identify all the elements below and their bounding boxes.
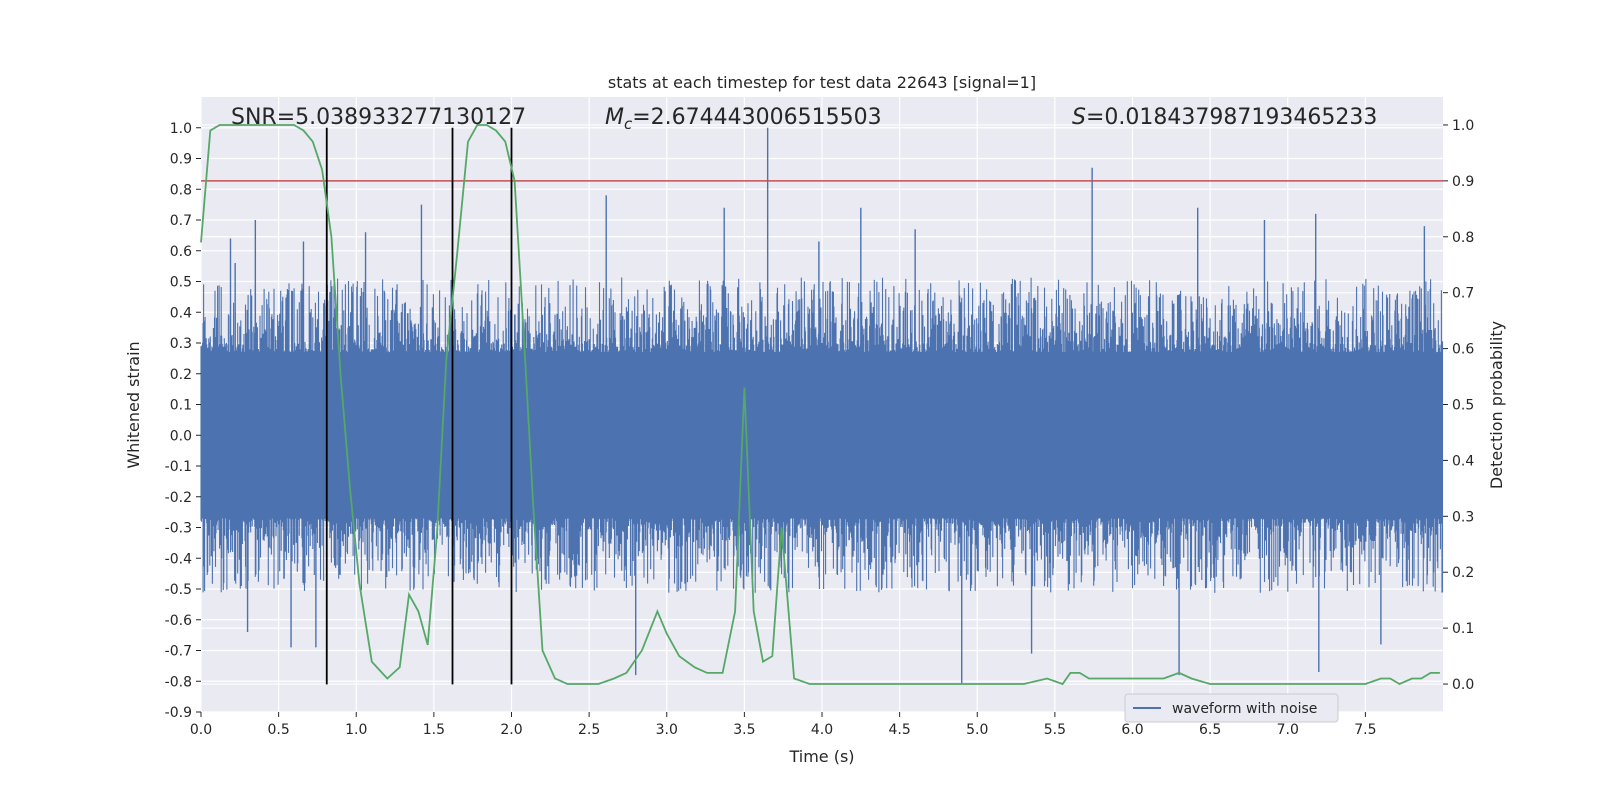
x-tick-label: 6.5 xyxy=(1199,722,1221,738)
y-left-tick-label: -0.4 xyxy=(165,551,192,567)
y-axis-left-label: Whitened strain xyxy=(124,341,143,468)
y-left-tick-label: -0.5 xyxy=(165,582,192,598)
y-axis-left-ticks: 1.0 0.9 0.8 0.7 0.6 0.5 0.4 0.3 0.2 0.1 0.0 -0.1 -0.… xyxy=(165,121,201,721)
chart-title: stats at each timestep for test data 226… xyxy=(608,73,1036,92)
annotation-chirp-mass-symbol: M xyxy=(605,105,624,130)
y-axis-right-ticks: 1.0 0.9 0.8 0.7 0.6 0.5 0.4 0.3 0.2 0.1 0.0 xyxy=(1443,118,1474,693)
annotation-s-value: =0.018437987193465233 xyxy=(1086,105,1377,130)
annotation-chirp-mass-subscript: c xyxy=(624,115,633,133)
y-left-tick-label: -0.1 xyxy=(165,459,192,475)
x-tick-label: 5.0 xyxy=(966,722,988,738)
y-left-tick-label: 0.1 xyxy=(170,398,192,414)
x-tick-label: 2.5 xyxy=(578,722,600,738)
y-right-tick-label: 0.6 xyxy=(1452,342,1474,358)
y-left-tick-label: 0.2 xyxy=(170,367,192,383)
y-right-tick-label: 1.0 xyxy=(1452,118,1474,134)
probability-line xyxy=(200,124,1440,686)
y-left-tick-label: 0.0 xyxy=(170,428,192,444)
y-right-tick-label: 0.0 xyxy=(1452,677,1474,693)
probability-series xyxy=(200,124,1440,686)
x-tick-label: 7.5 xyxy=(1354,722,1376,738)
y-left-tick-label: 0.5 xyxy=(170,275,192,291)
legend: waveform with noise xyxy=(1124,693,1339,723)
y-right-tick-label: 0.8 xyxy=(1452,230,1474,246)
annotation-chirp-mass-value: =2.674443006515503 xyxy=(632,105,881,130)
y-left-tick-label: 0.6 xyxy=(170,244,192,260)
y-right-tick-label: 0.2 xyxy=(1452,565,1474,581)
x-tick-label: 6.0 xyxy=(1121,722,1143,738)
x-axis-label: Time (s) xyxy=(788,747,854,766)
annotation-chirp-mass: Mc=2.674443006515503 xyxy=(605,105,882,133)
y-axis-right-label: Detection probability xyxy=(1487,321,1506,489)
x-tick-label: 1.5 xyxy=(423,722,445,738)
x-tick-label: 0.0 xyxy=(190,722,212,738)
legend-box xyxy=(1124,693,1339,723)
y-right-tick-label: 0.7 xyxy=(1452,286,1474,302)
waveform-core-band xyxy=(201,352,1443,519)
y-right-tick-label: 0.9 xyxy=(1452,174,1474,190)
y-right-tick-label: 0.4 xyxy=(1452,453,1474,469)
waveform-series xyxy=(200,127,1444,685)
x-tick-label: 1.0 xyxy=(345,722,367,738)
y-left-tick-label: -0.8 xyxy=(165,674,192,690)
x-tick-label: 4.0 xyxy=(811,722,833,738)
y-right-tick-label: 0.5 xyxy=(1452,398,1474,414)
y-left-tick-label: 0.9 xyxy=(170,152,192,168)
x-tick-label: 0.5 xyxy=(267,722,289,738)
legend-label: waveform with noise xyxy=(1172,701,1317,717)
vertical-markers xyxy=(325,127,513,685)
y-left-tick-label: -0.2 xyxy=(165,490,192,506)
y-left-tick-label: 0.8 xyxy=(170,182,192,198)
y-right-tick-label: 0.3 xyxy=(1452,509,1474,525)
x-tick-label: 7.0 xyxy=(1277,722,1299,738)
y-left-tick-label: 1.0 xyxy=(170,121,192,137)
x-tick-label: 4.5 xyxy=(888,722,910,738)
y-left-tick-label: -0.3 xyxy=(165,521,192,537)
x-tick-label: 2.0 xyxy=(500,722,522,738)
y-left-tick-label: 0.7 xyxy=(170,213,192,229)
y-left-tick-label: -0.7 xyxy=(165,644,192,660)
annotation-snr: SNR=5.038933277130127 xyxy=(231,105,526,130)
y-left-tick-label: -0.6 xyxy=(165,613,192,629)
annotation-s-symbol: S xyxy=(1072,105,1086,130)
y-left-tick-label: 0.3 xyxy=(170,336,192,352)
x-tick-label: 5.5 xyxy=(1044,722,1066,738)
y-left-tick-label: -0.9 xyxy=(165,705,192,721)
x-tick-label: 3.5 xyxy=(733,722,755,738)
y-right-tick-label: 0.1 xyxy=(1452,621,1474,637)
x-tick-label: 3.0 xyxy=(656,722,678,738)
annotation-s: S=0.018437987193465233 xyxy=(1072,105,1377,130)
y-left-tick-label: 0.4 xyxy=(170,305,192,321)
